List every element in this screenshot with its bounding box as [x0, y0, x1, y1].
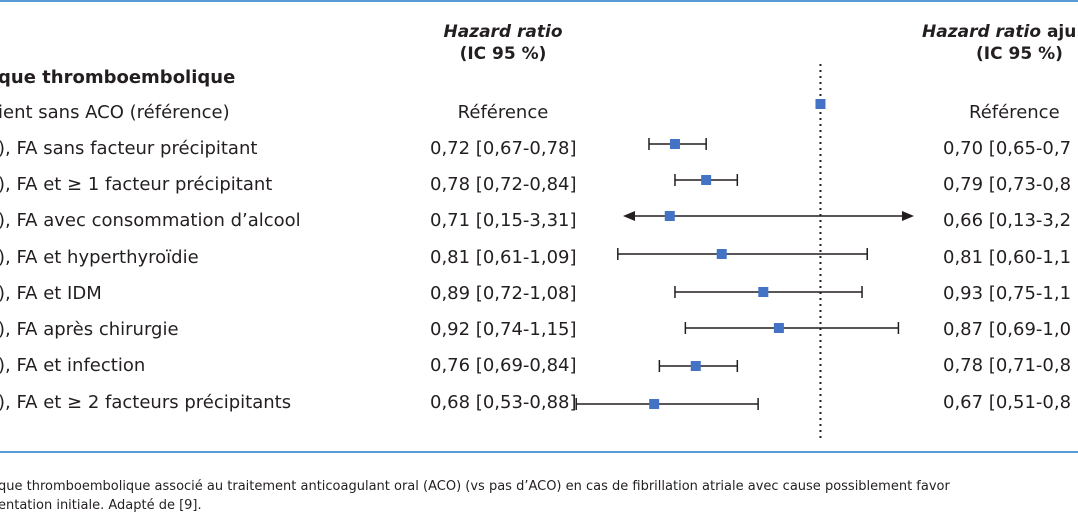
row-hazard-ratio-adjusted: Référence [969, 102, 1060, 123]
row-hazard-ratio: 0,78 [0,72-0,84] [430, 174, 577, 195]
hr-point [649, 399, 660, 409]
row-hazard-ratio-adjusted: 0,81 [0,60-1,1 [943, 247, 1072, 268]
hr-point [716, 249, 727, 259]
row-hazard-ratio: 0,76 [0,69-0,84] [430, 355, 577, 376]
hr-header-line1: Hazard ratio [443, 22, 563, 42]
ci-arrow-right [902, 211, 914, 221]
row-hazard-ratio-adjusted: 0,78 [0,71-0,8 [943, 355, 1072, 376]
row-label: ), FA après chirurgie [0, 319, 179, 340]
hr-point [773, 323, 784, 333]
row-hazard-ratio: Référence [457, 102, 549, 123]
figure-caption-line2: entation initiale. Adapté de [9]. [0, 498, 202, 513]
top-rule [0, 0, 1078, 2]
hr-adjusted-header: Hazard ratio aju (IC 95 %) [922, 24, 1078, 63]
hr-point [664, 211, 675, 221]
hr-header: Hazard ratio (IC 95 %) [403, 24, 603, 63]
row-hazard-ratio-adjusted: 0,79 [0,73-0,8 [943, 174, 1072, 195]
hr-point [701, 175, 712, 185]
row-label: ), FA et infection [0, 355, 146, 376]
row-hazard-ratio: 0,89 [0,72-1,08] [430, 283, 577, 304]
row-hazard-ratio: 0,72 [0,67-0,78] [430, 138, 577, 159]
row-label: ), FA et hyperthyroïdie [0, 247, 199, 268]
ci-arrow-left [623, 211, 635, 221]
row-label: ient sans ACO (référence) [0, 102, 230, 123]
row-hazard-ratio: 0,81 [0,61-1,09] [430, 247, 577, 268]
row-label: ), FA et ≥ 1 facteur précipitant [0, 174, 273, 195]
hr-header-line2: (IC 95 %) [459, 44, 547, 64]
hr-adjusted-header-suffix: aju [1041, 22, 1077, 42]
bottom-rule [0, 451, 1078, 453]
hr-adjusted-header-line1: Hazard ratio [922, 22, 1042, 42]
row-label: ), FA avec consommation d’alcool [0, 210, 301, 231]
row-hazard-ratio-adjusted: 0,87 [0,69-1,0 [943, 319, 1072, 340]
row-hazard-ratio: 0,71 [0,15-3,31] [430, 210, 577, 231]
row-hazard-ratio: 0,68 [0,53-0,88] [430, 392, 577, 413]
hr-point [815, 99, 826, 109]
row-hazard-ratio-adjusted: 0,93 [0,75-1,1 [943, 283, 1072, 304]
row-hazard-ratio-adjusted: 0,67 [0,51-0,8 [943, 392, 1072, 413]
hr-adjusted-header-line2: (IC 95 %) [976, 44, 1063, 64]
row-hazard-ratio-adjusted: 0,70 [0,65-0,7 [943, 138, 1072, 159]
hr-point [690, 361, 701, 371]
row-hazard-ratio: 0,92 [0,74-1,15] [430, 319, 577, 340]
hr-point [669, 139, 680, 149]
hr-point [758, 287, 769, 297]
figure-caption-line1: que thromboembolique associé au traiteme… [0, 479, 950, 494]
row-label: ), FA et ≥ 2 facteurs précipitants [0, 392, 292, 413]
row-label: ), FA sans facteur précipitant [0, 138, 258, 159]
section-title: que thromboembolique [0, 67, 236, 88]
row-label: ), FA et IDM [0, 283, 102, 304]
row-hazard-ratio-adjusted: 0,66 [0,13-3,2 [943, 210, 1072, 231]
